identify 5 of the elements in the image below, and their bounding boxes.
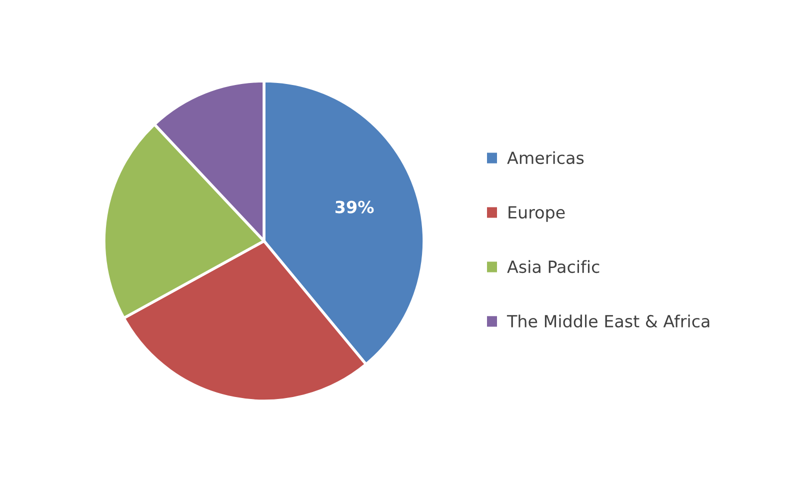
legend-label: Europe	[508, 206, 565, 222]
legend-label: Americas	[507, 151, 584, 164]
legend-label: The Middle East & Africa	[506, 314, 710, 328]
legend-label: Asia Pacific	[507, 260, 600, 274]
data-label: 39%	[335, 200, 374, 214]
